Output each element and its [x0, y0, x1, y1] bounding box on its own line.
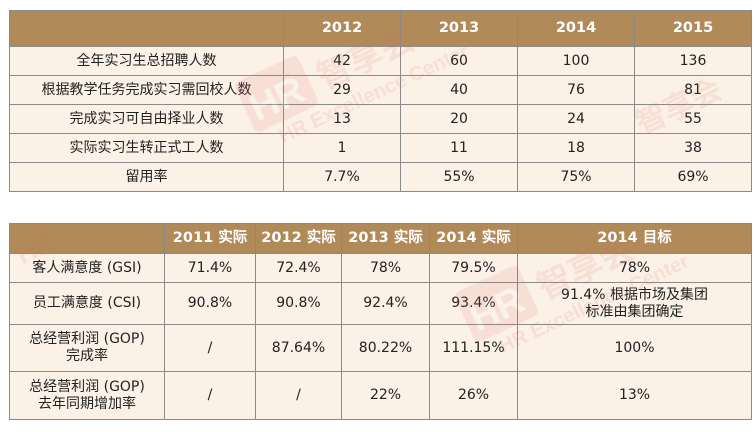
- header-year: 2013: [400, 10, 518, 47]
- cell-value: 81: [634, 75, 752, 105]
- cell-value: 22%: [341, 371, 430, 420]
- performance-table: 2011 实际 2012 实际 2013 实际 2014 实际 2014 目标 …: [9, 223, 752, 420]
- cell-value: /: [255, 371, 342, 420]
- table-row: 总经营利润 (GOP) 去年同期增加率 / / 22% 26% 13%: [9, 371, 752, 420]
- cell-value: 92.4%: [341, 282, 430, 325]
- header-corner: [9, 223, 165, 254]
- cell-value: 11: [400, 133, 518, 163]
- cell-value: 79.5%: [429, 253, 518, 283]
- cell-value: 40: [400, 75, 518, 105]
- cell-value: 90.8%: [164, 282, 256, 325]
- row-label: 全年实习生总招聘人数: [9, 46, 284, 76]
- cell-value: 60: [400, 46, 518, 76]
- header-target: 2014 目标: [517, 223, 752, 254]
- table-header-row: 2011 实际 2012 实际 2013 实际 2014 实际 2014 目标: [9, 223, 752, 254]
- cell-value: 26%: [429, 371, 518, 420]
- cell-value: 24: [517, 104, 635, 134]
- table-header-row: 2012 2013 2014 2015: [9, 10, 752, 47]
- header-corner: [9, 10, 284, 47]
- table-row: 总经营利润 (GOP) 完成率 / 87.64% 80.22% 111.15% …: [9, 324, 752, 372]
- cell-value: 136: [634, 46, 752, 76]
- cell-value: 55%: [400, 162, 518, 192]
- row-label: 完成实习可自由择业人数: [9, 104, 284, 134]
- cell-value: 91.4% 根据市场及集团标准由集团确定: [517, 282, 752, 325]
- recruitment-table: 2012 2013 2014 2015 全年实习生总招聘人数 42 60 100…: [9, 10, 752, 192]
- header-year: 2012 实际: [255, 223, 342, 254]
- cell-value: 80.22%: [341, 324, 430, 372]
- cell-value: 78%: [517, 253, 752, 283]
- cell-value: 42: [283, 46, 401, 76]
- cell-value: 7.7%: [283, 162, 401, 192]
- cell-value: /: [164, 324, 256, 372]
- cell-value: 13: [283, 104, 401, 134]
- cell-value: 38: [634, 133, 752, 163]
- row-label: 客人满意度 (GSI): [9, 253, 165, 283]
- cell-value: 90.8%: [255, 282, 342, 325]
- header-year: 2011 实际: [164, 223, 256, 254]
- cell-value: 71.4%: [164, 253, 256, 283]
- table-row: 实际实习生转正式工人数 1 11 18 38: [9, 133, 752, 163]
- cell-value: 111.15%: [429, 324, 518, 372]
- cell-value: 78%: [341, 253, 430, 283]
- cell-value: 93.4%: [429, 282, 518, 325]
- cell-value: 20: [400, 104, 518, 134]
- cell-value: 55: [634, 104, 752, 134]
- cell-value: 18: [517, 133, 635, 163]
- row-label: 根据教学任务完成实习需回校人数: [9, 75, 284, 105]
- table-row: 全年实习生总招聘人数 42 60 100 136: [9, 46, 752, 76]
- row-label: 留用率: [9, 162, 284, 192]
- table-row: 客人满意度 (GSI) 71.4% 72.4% 78% 79.5% 78%: [9, 253, 752, 283]
- cell-value: 72.4%: [255, 253, 342, 283]
- cell-value: 29: [283, 75, 401, 105]
- cell-value: 87.64%: [255, 324, 342, 372]
- row-label: 总经营利润 (GOP) 完成率: [9, 324, 165, 372]
- cell-value: 100%: [517, 324, 752, 372]
- row-label: 实际实习生转正式工人数: [9, 133, 284, 163]
- cell-value: 13%: [517, 371, 752, 420]
- table-row: 留用率 7.7% 55% 75% 69%: [9, 162, 752, 192]
- cell-value: /: [164, 371, 256, 420]
- cell-value: 1: [283, 133, 401, 163]
- header-year: 2012: [283, 10, 401, 47]
- table-row: 员工满意度 (CSI) 90.8% 90.8% 92.4% 93.4% 91.4…: [9, 282, 752, 325]
- cell-value: 76: [517, 75, 635, 105]
- table-row: 完成实习可自由择业人数 13 20 24 55: [9, 104, 752, 134]
- header-year: 2015: [634, 10, 752, 47]
- cell-value: 75%: [517, 162, 635, 192]
- table-row: 根据教学任务完成实习需回校人数 29 40 76 81: [9, 75, 752, 105]
- row-label: 员工满意度 (CSI): [9, 282, 165, 325]
- header-year: 2013 实际: [341, 223, 430, 254]
- cell-value: 69%: [634, 162, 752, 192]
- header-year: 2014: [517, 10, 635, 47]
- header-year: 2014 实际: [429, 223, 518, 254]
- row-label: 总经营利润 (GOP) 去年同期增加率: [9, 371, 165, 420]
- cell-value: 100: [517, 46, 635, 76]
